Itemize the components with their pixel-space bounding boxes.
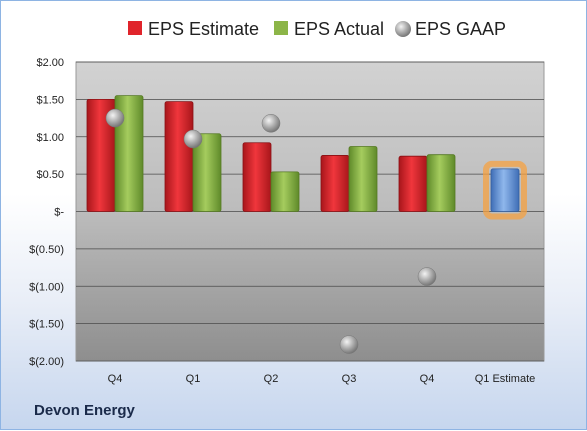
y-tick-label: $1.50	[36, 94, 64, 106]
company-name: Devon Energy	[34, 402, 135, 419]
x-tick-label: Q1	[186, 373, 201, 385]
bar-eps-estimate	[164, 101, 194, 212]
marker-eps-gaap	[183, 129, 203, 149]
bar-eps-actual	[192, 133, 222, 212]
x-tick-label: Q4	[108, 373, 123, 385]
y-tick-label: $-	[54, 207, 64, 219]
bar-eps-estimate	[398, 155, 428, 212]
bars	[86, 95, 527, 220]
marker-eps-gaap	[339, 335, 359, 354]
y-tick-label: $0.50	[36, 169, 64, 181]
legend-swatch-eps-estimate	[128, 21, 142, 35]
legend: EPS Estimate EPS Actual EPS GAAP	[128, 19, 506, 39]
legend-label-eps-estimate: EPS Estimate	[148, 19, 259, 39]
bar-eps-actual	[348, 146, 378, 212]
bar-eps-actual	[114, 95, 144, 212]
y-tick-label: $(0.50)	[29, 244, 64, 256]
grid-lines	[76, 61, 544, 362]
bar-eps-actual	[426, 154, 456, 212]
x-axis-ticks: Q4 Q1 Q2 Q3 Q4 Q1 Estimate	[108, 373, 536, 385]
bar-eps-actual	[270, 171, 300, 212]
bar-eps-estimate	[320, 155, 350, 212]
x-tick-label: Q1 Estimate	[475, 373, 536, 385]
y-tick-label: $(1.00)	[29, 281, 64, 293]
x-tick-label: Q3	[342, 373, 357, 385]
gaap-markers	[105, 108, 437, 354]
legend-swatch-eps-actual	[274, 21, 288, 35]
estimate-bar-glow	[483, 160, 527, 220]
y-tick-label: $(2.00)	[29, 356, 64, 368]
legend-label-eps-actual: EPS Actual	[294, 19, 384, 39]
marker-eps-gaap	[105, 108, 125, 128]
bar-eps-estimate	[242, 142, 272, 212]
y-tick-label: $(1.50)	[29, 319, 64, 331]
x-tick-label: Q4	[420, 373, 435, 385]
legend-label-eps-gaap: EPS GAAP	[415, 19, 506, 39]
bar-q1-estimate	[490, 168, 520, 212]
marker-eps-gaap	[261, 114, 281, 133]
x-tick-label: Q2	[264, 373, 279, 385]
legend-swatch-eps-gaap	[395, 21, 411, 37]
y-tick-label: $2.00	[36, 57, 64, 69]
y-axis-ticks: $2.00 $1.50 $1.00 $0.50 $- $(0.50) $(1.00) $(1.…	[29, 57, 64, 368]
y-tick-label: $1.00	[36, 132, 64, 144]
marker-eps-gaap	[417, 267, 437, 286]
